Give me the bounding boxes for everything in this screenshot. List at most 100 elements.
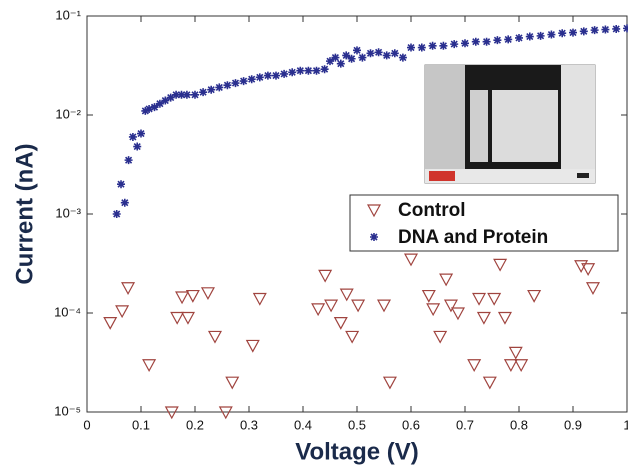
data-point [623, 24, 628, 33]
data-point [426, 303, 441, 317]
inset-region [470, 90, 488, 162]
data-point [239, 77, 248, 86]
data-point [585, 282, 600, 295]
y-tick-label: 10⁻² [55, 106, 81, 121]
x-tick-label: 0 [83, 417, 90, 432]
data-point [376, 299, 392, 313]
data-point [121, 282, 136, 295]
data-point [558, 29, 567, 38]
data-point [547, 30, 556, 39]
data-point [407, 43, 415, 52]
data-point [164, 406, 179, 420]
data-point [374, 48, 383, 57]
data-point [175, 291, 190, 305]
data-point [311, 303, 326, 317]
data-point [508, 346, 523, 360]
data-point [398, 53, 407, 62]
data-point [200, 287, 215, 301]
data-point [581, 263, 596, 276]
data-point [117, 180, 126, 189]
data-point [124, 156, 133, 165]
x-tick-label: 0.1 [132, 417, 150, 432]
x-tick-label: 0.8 [510, 417, 528, 432]
data-point [120, 198, 129, 207]
data-point [272, 71, 280, 80]
data-point [145, 104, 154, 113]
data-point [527, 289, 542, 303]
y-tick-label: 10⁻⁴ [54, 304, 81, 319]
data-point [482, 376, 497, 390]
x-tick-label: 0.9 [564, 417, 582, 432]
data-point [569, 28, 577, 37]
data-point [476, 311, 491, 325]
data-point [493, 36, 502, 45]
x-tick-label: 0.5 [348, 417, 366, 432]
data-point [182, 90, 191, 99]
inset-region [561, 65, 595, 183]
data-point [366, 49, 375, 58]
data-point [324, 299, 339, 313]
inset-region [492, 90, 558, 162]
data-point [133, 142, 142, 151]
data-point [137, 129, 145, 138]
data-point [503, 359, 518, 373]
x-axis-title: Voltage (V) [295, 438, 419, 465]
data-point [218, 406, 233, 420]
data-point [514, 359, 529, 373]
data-point [318, 269, 333, 283]
inset-footer [425, 169, 595, 183]
data-point [155, 99, 164, 108]
data-point [487, 292, 502, 306]
data-point [439, 41, 448, 50]
data-point [497, 311, 512, 325]
legend-marker [366, 204, 382, 218]
legend-box [349, 194, 619, 252]
data-point [428, 41, 437, 50]
data-point [191, 90, 199, 99]
data-point [403, 253, 419, 267]
legend-marker [370, 233, 378, 241]
data-point [150, 103, 159, 112]
data-point [177, 90, 186, 99]
data-point [252, 292, 267, 306]
data-point [280, 69, 289, 78]
data-point [345, 330, 360, 344]
x-tick-label: 0.2 [186, 417, 204, 432]
data-point [207, 330, 222, 344]
data-point [471, 37, 480, 46]
data-point [472, 292, 487, 306]
data-point [128, 132, 137, 141]
data-point [382, 376, 397, 390]
data-point [336, 59, 345, 68]
x-tick-label: 0.7 [456, 417, 474, 432]
data-point [185, 289, 200, 303]
data-point [421, 289, 436, 303]
inset-mark [577, 173, 589, 178]
data-point [433, 330, 448, 344]
data-point [304, 66, 313, 75]
data-point [247, 75, 256, 84]
data-point [590, 26, 599, 35]
data-point [172, 90, 181, 99]
x-tick-label: 0.6 [402, 417, 420, 432]
x-tick-label: 1 [623, 417, 628, 432]
data-point [358, 53, 367, 62]
data-point [115, 305, 130, 319]
data-point [351, 299, 366, 313]
data-point [450, 40, 459, 49]
data-point [331, 53, 340, 62]
y-tick-label: 10⁻¹ [55, 7, 81, 22]
data-point [142, 359, 157, 373]
data-point [166, 93, 175, 102]
data-point [231, 79, 240, 88]
data-point [255, 73, 264, 82]
data-point [382, 51, 391, 60]
data-point [263, 71, 272, 80]
data-point [467, 359, 482, 373]
data-point [342, 51, 351, 60]
data-point [161, 96, 170, 105]
data-point [450, 307, 465, 321]
data-point [515, 33, 523, 42]
data-point [504, 35, 513, 44]
